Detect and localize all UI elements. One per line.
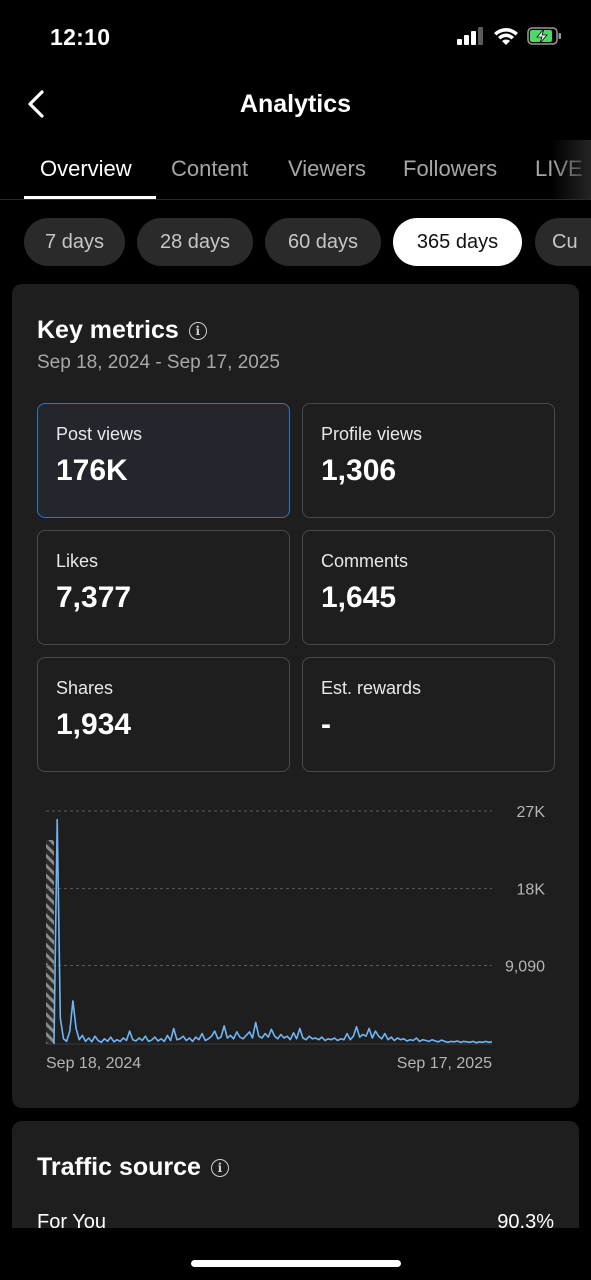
range-60-days-chip[interactable]: 60 days: [265, 218, 381, 266]
metric-value: -: [321, 708, 331, 741]
metric-label: Est. rewards: [321, 678, 422, 698]
metric-value: 1,934: [56, 708, 132, 741]
status-bar: 12:10: [0, 0, 591, 72]
traffic-source-row: For You 90.3%: [37, 1211, 554, 1234]
y-tick-label: 27K: [517, 804, 546, 821]
tab-overview[interactable]: Overview: [40, 156, 132, 181]
metric-value: 1,306: [321, 454, 397, 487]
info-icon[interactable]: i: [188, 321, 207, 340]
active-tab-indicator: [24, 196, 156, 199]
back-button[interactable]: [18, 84, 54, 124]
metric-label: Likes: [56, 551, 99, 571]
x-tick-label: Sep 17, 2025: [397, 1055, 492, 1072]
y-tick-label: 9,090: [505, 959, 545, 976]
chevron-left-icon: [28, 90, 44, 118]
cellular-signal-icon: [457, 27, 483, 45]
metric-value: 7,377: [56, 581, 132, 614]
metric-likes[interactable]: Likes 7,377: [37, 530, 290, 645]
info-icon[interactable]: i: [210, 1158, 229, 1177]
bottom-safe-area: [0, 1228, 591, 1280]
battery-charging-icon: [527, 27, 561, 45]
metric-est-rewards[interactable]: Est. rewards -: [302, 657, 555, 772]
home-indicator: [191, 1260, 401, 1267]
metric-comments[interactable]: Comments 1,645: [302, 530, 555, 645]
tab-bar: Overview Content Viewers Followers LIVE: [0, 140, 591, 200]
metric-shares[interactable]: Shares 1,934: [37, 657, 290, 772]
tab-scroll-fade: [551, 140, 591, 199]
traffic-source-card: Traffic source i For You 90.3%: [12, 1121, 579, 1241]
date-range-selector: 7 days 28 days 60 days 365 days Cu: [0, 218, 591, 268]
post-views-line-chart[interactable]: 9,090 18K 27K Sep 18, 2024 Sep 17, 2025: [12, 794, 579, 1094]
range-custom-chip[interactable]: Cu: [535, 218, 591, 266]
range-7-days-chip[interactable]: 7 days: [24, 218, 125, 266]
metric-label: Shares: [56, 678, 114, 698]
tab-content[interactable]: Content: [171, 156, 249, 181]
page-title: Analytics: [239, 90, 352, 118]
metric-post-views[interactable]: Post views 176K: [37, 403, 290, 518]
key-metrics-heading: Key metrics i: [37, 316, 207, 345]
metric-label: Post views: [56, 424, 143, 444]
metric-value: 1,645: [321, 581, 397, 614]
metric-profile-views[interactable]: Profile views 1,306: [302, 403, 555, 518]
tab-followers[interactable]: Followers: [403, 156, 498, 181]
tab-viewers[interactable]: Viewers: [288, 156, 366, 181]
y-tick-label: 18K: [517, 882, 546, 899]
wifi-icon: [494, 28, 518, 45]
range-28-days-chip[interactable]: 28 days: [137, 218, 253, 266]
date-range-label: Sep 18, 2024 - Sep 17, 2025: [37, 352, 280, 373]
series-line: [53, 818, 493, 1045]
range-365-days-chip[interactable]: 365 days: [393, 218, 522, 266]
key-metrics-title: Key metrics: [37, 316, 179, 344]
status-time: 12:10: [50, 24, 111, 50]
metric-label: Comments: [321, 551, 409, 571]
metric-value: 176K: [56, 454, 128, 487]
status-icons: [457, 26, 563, 46]
x-tick-label: Sep 18, 2024: [46, 1055, 141, 1072]
metric-label: Profile views: [321, 424, 423, 444]
key-metrics-card: Key metrics i Sep 18, 2024 - Sep 17, 202…: [12, 284, 579, 1108]
traffic-source-value: 90.3%: [497, 1211, 554, 1233]
chart-excluded-period: [46, 840, 54, 1044]
traffic-source-heading: Traffic source i: [37, 1153, 229, 1182]
header: Analytics: [0, 72, 591, 138]
traffic-source-title: Traffic source: [37, 1153, 201, 1181]
traffic-source-label: For You: [37, 1211, 106, 1233]
